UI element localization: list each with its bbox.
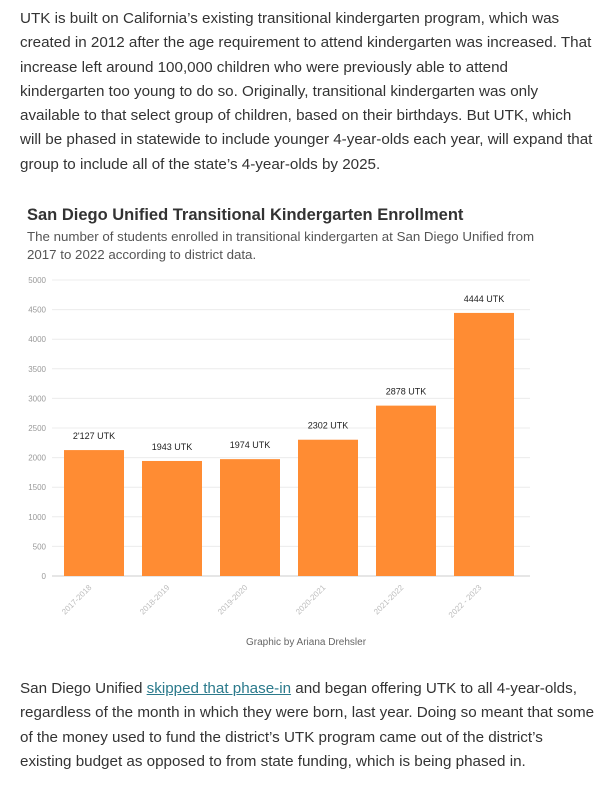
chart-subtitle: The number of students enrolled in trans… xyxy=(27,229,535,262)
paragraph-text-start: San Diego Unified xyxy=(20,680,147,697)
y-tick-label: 1000 xyxy=(28,513,46,522)
data-label: 1943 UTK xyxy=(152,442,193,452)
skipped-phase-in-link[interactable]: skipped that phase-in xyxy=(146,680,292,697)
chart-credit: Graphic by Ariana Drehsler xyxy=(245,637,367,648)
y-tick-label: 2000 xyxy=(28,454,46,463)
x-tick-label: 2021-2022 xyxy=(372,583,406,617)
bar xyxy=(376,405,436,576)
x-tick-label: 2019-2020 xyxy=(216,583,250,617)
data-label: 1974 UTK xyxy=(230,440,271,450)
bar xyxy=(220,459,280,576)
y-tick-label: 1500 xyxy=(28,483,46,492)
paragraph-text-end: and began offering UTK to all 4-year-old… xyxy=(20,680,595,770)
bar xyxy=(64,450,124,576)
chart-title: San Diego Unified Transitional Kindergar… xyxy=(27,206,464,224)
y-tick-label: 2500 xyxy=(28,424,46,433)
x-tick-label: 2018-2019 xyxy=(138,583,172,617)
intro-paragraph: UTK is built on California’s existing tr… xyxy=(20,10,593,173)
bar xyxy=(454,312,514,576)
y-tick-label: 0 xyxy=(42,572,47,581)
bar xyxy=(298,439,358,576)
enrollment-bar-chart: 0 500 1000 1500 2000 2500 3000 3500 4000 4500 5000… xyxy=(28,276,530,620)
y-tick-label: 3000 xyxy=(28,394,46,403)
x-tick-label: 2020-2021 xyxy=(294,583,328,617)
data-label: 2'127 UTK xyxy=(73,431,115,441)
y-tick-label: 5000 xyxy=(28,276,46,285)
y-tick-label: 500 xyxy=(33,542,47,551)
data-label: 2302 UTK xyxy=(308,421,349,431)
y-tick-label: 4500 xyxy=(28,306,46,315)
data-label: 4444 UTK xyxy=(464,294,505,304)
x-tick-label: 2017-2018 xyxy=(60,583,94,617)
y-tick-label: 4000 xyxy=(28,335,46,344)
x-tick-label: 2022 - 2023 xyxy=(447,583,484,620)
body-paragraph: San Diego Unified skipped that phase-in … xyxy=(20,677,595,774)
y-tick-label: 3500 xyxy=(28,365,46,374)
data-label: 2878 UTK xyxy=(386,387,427,397)
bar xyxy=(142,460,202,576)
